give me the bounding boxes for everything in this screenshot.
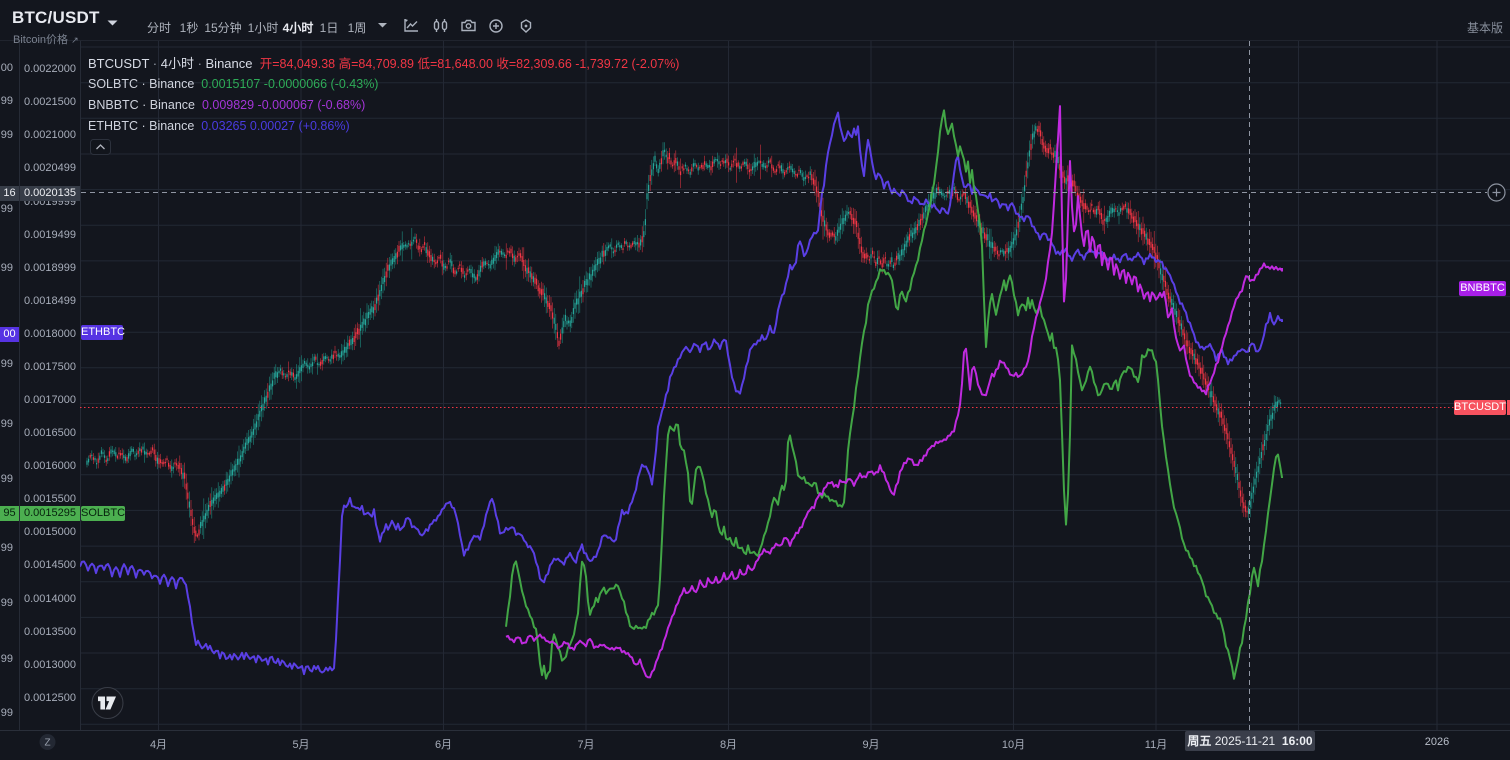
svg-text:Z: Z [44, 738, 50, 749]
